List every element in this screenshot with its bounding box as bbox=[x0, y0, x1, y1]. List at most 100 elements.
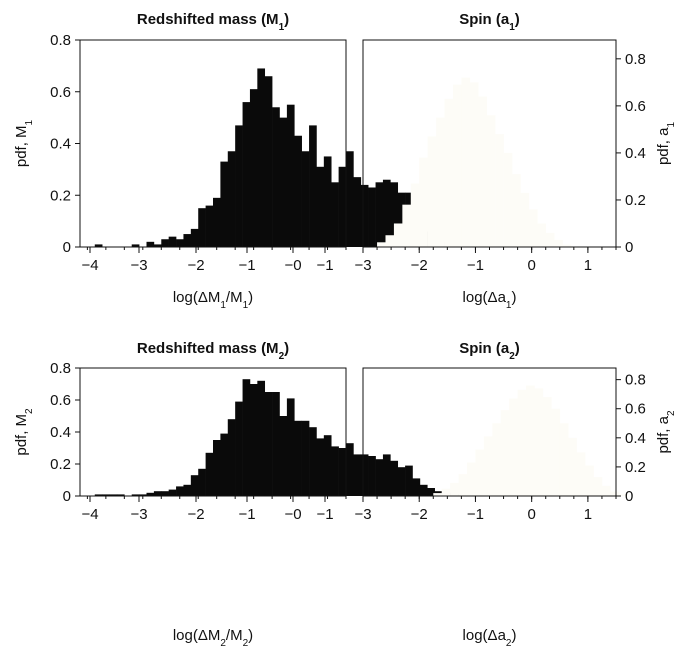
histogram-bar bbox=[257, 380, 266, 496]
histogram-bar bbox=[402, 204, 412, 247]
y-tick-label: 0.2 bbox=[50, 187, 71, 204]
histogram-bar bbox=[249, 89, 258, 247]
histogram-bar bbox=[542, 397, 552, 496]
histogram-bar bbox=[168, 236, 177, 247]
y-tick-label: 0.2 bbox=[625, 192, 646, 209]
histogram-bar bbox=[495, 134, 504, 247]
y-tick-label: 0.4 bbox=[50, 424, 71, 441]
histogram-bar bbox=[153, 491, 162, 496]
histogram-bar bbox=[242, 102, 251, 247]
x-tick-label: −1 bbox=[316, 506, 333, 523]
histogram-bar bbox=[393, 223, 403, 247]
x-tick-label: −2 bbox=[411, 506, 428, 523]
y-axis-title: pdf, M1 bbox=[13, 119, 35, 167]
histogram-bar bbox=[198, 208, 206, 247]
histogram-bar bbox=[183, 234, 192, 247]
histogram-bar bbox=[475, 449, 485, 496]
histogram-bar bbox=[450, 482, 459, 496]
histogram-bar bbox=[220, 433, 229, 496]
y-tick-label: 0.6 bbox=[50, 392, 71, 409]
x-tick-label: −4 bbox=[81, 257, 98, 274]
histogram-bar bbox=[360, 454, 369, 496]
histogram-bar bbox=[323, 156, 332, 247]
histogram-bar bbox=[198, 468, 206, 496]
histogram-bar bbox=[528, 209, 538, 247]
histogram-bar bbox=[452, 84, 462, 247]
x-tick-label: −2 bbox=[411, 257, 428, 274]
x-tick-label: −2 bbox=[187, 506, 204, 523]
histogram-bar bbox=[346, 151, 354, 247]
histogram-bar bbox=[375, 459, 384, 496]
histogram-bar bbox=[205, 205, 214, 247]
histogram-bar bbox=[94, 244, 103, 247]
histogram-bar bbox=[301, 420, 310, 496]
histogram-bar bbox=[554, 239, 563, 247]
histogram-bar bbox=[205, 452, 214, 496]
histogram-bar bbox=[353, 454, 362, 496]
histogram-bar bbox=[585, 465, 594, 496]
histogram-bar bbox=[146, 492, 155, 496]
histogram-bar bbox=[102, 494, 110, 496]
panel-m2-mass: 0 0.2 0.4 0.6 0.8 −4 −3 −2 −1 −0 −1 Redshifted mass… bbox=[13, 340, 465, 648]
x-tick-label: −2 bbox=[187, 257, 204, 274]
histogram-bar bbox=[360, 184, 369, 247]
histogram-bar bbox=[526, 385, 535, 496]
histogram-bar bbox=[486, 115, 496, 248]
histogram-bar bbox=[562, 244, 572, 247]
histogram-bar bbox=[405, 465, 413, 496]
histogram-bar bbox=[279, 416, 288, 496]
x-tick-label: 1 bbox=[584, 257, 592, 274]
y-tick-label: 0.2 bbox=[50, 456, 71, 473]
histogram-bar bbox=[213, 197, 221, 247]
x-axis-title: log(Δa2) bbox=[463, 627, 517, 648]
y-tick-label: 0 bbox=[625, 488, 633, 505]
histogram-bar bbox=[131, 244, 140, 247]
histogram-bar bbox=[419, 484, 428, 496]
histogram-bar bbox=[272, 392, 280, 496]
histogram-bar bbox=[503, 152, 513, 247]
x-tick-label: −1 bbox=[238, 506, 255, 523]
histogram-bar bbox=[153, 244, 162, 247]
histogram-bar bbox=[537, 223, 547, 247]
histogram-bar bbox=[593, 477, 603, 496]
histogram-bar bbox=[412, 478, 421, 496]
histogram-bar bbox=[385, 235, 395, 247]
histogram-bar bbox=[382, 454, 391, 496]
y-tick-label: 0 bbox=[625, 239, 633, 256]
x-tick-label: 0 bbox=[527, 257, 535, 274]
histogram-bars bbox=[377, 77, 572, 248]
x-tick-label: −3 bbox=[130, 506, 147, 523]
histogram-bar bbox=[183, 484, 192, 496]
histogram-bar bbox=[316, 166, 325, 247]
histogram-bar bbox=[534, 388, 544, 496]
panel-title: Spin (a1) bbox=[459, 11, 520, 33]
x-tick-label: 1 bbox=[584, 506, 592, 523]
histogram-bar bbox=[272, 107, 280, 248]
histogram-bar bbox=[190, 228, 199, 247]
histogram-bar bbox=[377, 242, 386, 247]
y-axis-title: pdf, a1 bbox=[655, 122, 677, 166]
histogram-bar bbox=[397, 192, 406, 247]
histogram-bar bbox=[433, 493, 443, 496]
histogram-bar bbox=[500, 410, 510, 496]
histogram-bar bbox=[190, 475, 199, 496]
y-tick-label: 0.6 bbox=[50, 84, 71, 101]
histogram-bar bbox=[559, 423, 569, 496]
y-tick-label: 0 bbox=[63, 239, 71, 256]
x-tick-label: −0 bbox=[284, 506, 301, 523]
histogram-bar bbox=[419, 157, 428, 247]
histogram-bar bbox=[509, 398, 518, 496]
histogram-bar bbox=[427, 136, 437, 247]
histogram-bar bbox=[146, 241, 155, 247]
histogram-bar bbox=[576, 452, 586, 496]
histogram-bar bbox=[338, 166, 347, 247]
histogram-bar bbox=[331, 182, 339, 247]
histogram-bars bbox=[94, 379, 465, 496]
histogram-bar bbox=[116, 494, 125, 496]
y-tick-label: 0.6 bbox=[625, 401, 646, 418]
histogram-bar bbox=[517, 389, 527, 496]
x-tick-label: −3 bbox=[130, 257, 147, 274]
y-tick-label: 0.8 bbox=[625, 372, 646, 389]
x-axis-title: log(ΔM2/M2) bbox=[173, 627, 253, 648]
histogram-bar bbox=[176, 486, 184, 496]
